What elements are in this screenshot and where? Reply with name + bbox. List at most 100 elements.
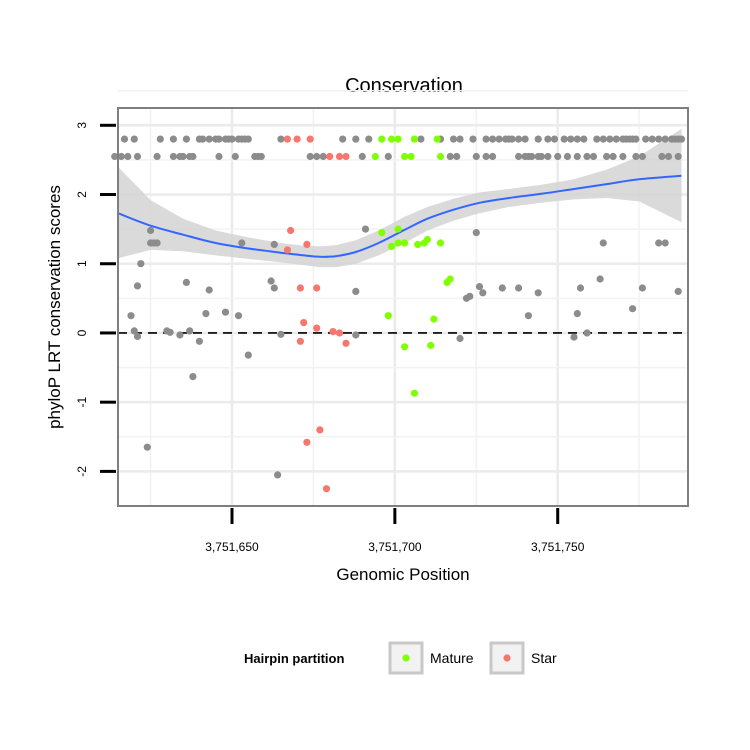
point-other [524, 312, 533, 320]
point-star [313, 324, 321, 332]
point-other [642, 135, 650, 143]
x-tick-label: 3,751,750 [531, 540, 585, 554]
point-other [573, 152, 581, 161]
point-star [296, 337, 304, 345]
point-other [498, 284, 506, 292]
point-star [335, 152, 344, 161]
x-tick-label: 3,751,700 [368, 540, 422, 554]
point-other [352, 135, 360, 143]
point-other [482, 135, 490, 143]
point-star [313, 284, 321, 292]
point-other [153, 239, 161, 247]
point-star [303, 240, 311, 248]
point-other [472, 152, 480, 161]
point-other [449, 135, 458, 143]
point-mature [378, 229, 386, 237]
point-other [182, 278, 190, 286]
point-mature [401, 239, 409, 247]
point-other [629, 305, 637, 313]
point-mature [388, 135, 396, 143]
point-other [599, 239, 607, 247]
point-other [456, 135, 464, 143]
point-star [326, 152, 334, 161]
point-other [339, 135, 347, 143]
point-other [306, 152, 314, 161]
legend-dot-star [503, 654, 511, 662]
point-other [124, 152, 132, 161]
point-star [335, 329, 344, 337]
point-other [120, 135, 129, 143]
y-axis-title: phyloP LRT conservation scores [45, 185, 64, 429]
y-tick-label: 0 [75, 329, 89, 336]
legend-label-mature: Mature [430, 650, 474, 666]
point-other [554, 152, 562, 161]
smooth-fit-line [117, 174, 682, 258]
point-other [567, 135, 575, 143]
point-other [270, 284, 278, 292]
point-mature [371, 152, 379, 161]
point-other [661, 239, 669, 247]
point-star [306, 135, 314, 143]
point-other [664, 152, 673, 161]
point-other [189, 152, 197, 161]
point-other [580, 135, 588, 143]
legend-title: Hairpin partition [244, 651, 344, 666]
point-other [244, 351, 252, 359]
point-mature [430, 315, 438, 323]
point-other [384, 152, 392, 161]
point-other [137, 260, 145, 268]
y-axis: -2 -1 0 1 2 3 [75, 122, 116, 477]
point-other [143, 443, 151, 451]
point-other [446, 152, 454, 161]
point-other [648, 135, 656, 143]
point-other [179, 152, 187, 161]
point-mature [394, 225, 402, 233]
point-other [658, 152, 666, 161]
point-other [228, 135, 236, 143]
point-other [475, 283, 484, 291]
point-other [599, 135, 607, 143]
point-other [169, 135, 177, 143]
point-other [111, 152, 119, 161]
point-other [205, 286, 213, 294]
point-star [283, 246, 291, 254]
point-mature [401, 343, 409, 351]
point-mature [410, 135, 418, 143]
point-other [570, 333, 578, 341]
point-other [133, 332, 142, 340]
x-axis: 3,751,650 3,751,700 3,751,750 [205, 508, 585, 554]
point-other [603, 152, 611, 161]
point-other [479, 289, 487, 297]
point-other [638, 284, 647, 292]
point-other [319, 152, 327, 161]
point-other [677, 135, 686, 143]
point-other [456, 334, 464, 343]
y-tick-label: 1 [75, 260, 89, 267]
point-other [632, 135, 640, 143]
point-other [674, 287, 682, 295]
point-other [417, 135, 425, 143]
point-mature [446, 275, 454, 283]
point-other [661, 135, 669, 143]
point-other [619, 152, 627, 161]
point-other [130, 327, 138, 335]
point-other [508, 135, 516, 143]
point-other [313, 152, 321, 161]
point-other [528, 152, 536, 161]
point-other [583, 329, 591, 337]
point-other [130, 135, 138, 143]
point-other [674, 152, 682, 161]
point-star [303, 438, 311, 446]
point-other [133, 282, 142, 290]
point-other [267, 277, 275, 285]
point-other [489, 135, 497, 143]
point-other [352, 287, 360, 295]
point-other [274, 471, 282, 479]
gridlines [118, 89, 688, 506]
point-other [147, 226, 155, 235]
point-other [257, 152, 265, 161]
point-other [453, 152, 461, 161]
point-other [482, 152, 490, 161]
point-other [244, 135, 252, 143]
point-other [573, 135, 581, 143]
